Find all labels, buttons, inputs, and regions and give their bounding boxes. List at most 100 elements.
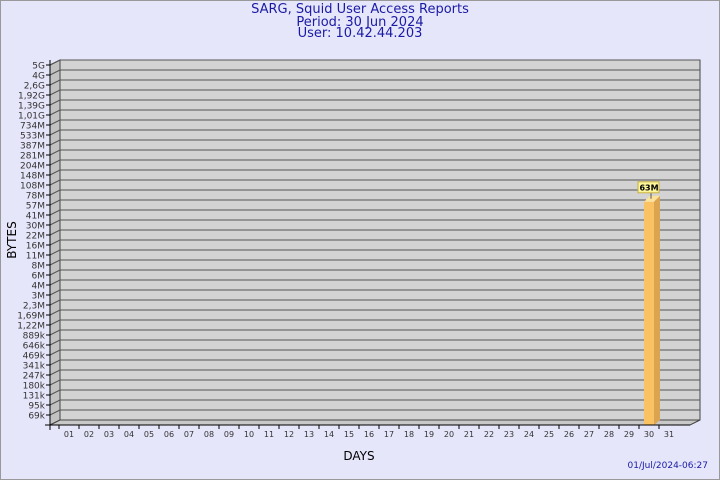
y-tick-label: 16M xyxy=(26,242,45,252)
y-tick-label: 5G xyxy=(32,62,45,72)
x-tick-label: 06 xyxy=(164,430,174,439)
y-tick-label: 281M xyxy=(20,152,45,162)
y-tick-label: 1,22M xyxy=(17,322,45,332)
bar-front xyxy=(644,201,654,425)
x-tick-label: 09 xyxy=(224,430,234,439)
y-tick-label: 469k xyxy=(23,352,46,362)
y-tick-diagonal xyxy=(49,229,61,236)
y-tick-diagonal xyxy=(49,209,61,216)
y-tick-diagonal xyxy=(49,279,61,286)
x-tick-label: 12 xyxy=(284,430,294,439)
y-tick-diagonal xyxy=(49,149,61,156)
y-tick-label: 204M xyxy=(20,162,45,172)
y-tick-diagonal xyxy=(49,329,61,336)
y-tick-diagonal xyxy=(49,69,61,76)
y-tick-diagonal xyxy=(49,259,61,266)
y-tick-label: 2,6G xyxy=(24,82,45,92)
y-tick-diagonal xyxy=(49,309,61,316)
x-tick-label: 02 xyxy=(84,430,94,439)
y-tick-diagonal xyxy=(49,339,61,346)
x-tick-label: 31 xyxy=(664,430,674,439)
x-tick-label: 22 xyxy=(484,430,494,439)
y-tick-diagonal xyxy=(49,59,61,66)
y-tick-diagonal xyxy=(49,109,61,116)
y-tick-label: 247k xyxy=(23,372,46,382)
x-tick-label: 30 xyxy=(644,430,654,439)
y-tick-diagonal xyxy=(49,409,61,416)
x-tick-label: 28 xyxy=(604,430,614,439)
x-tick-label: 03 xyxy=(104,430,114,439)
bar-side xyxy=(654,195,660,425)
x-tick-label: 29 xyxy=(624,430,634,439)
y-tick-label: 57M xyxy=(26,202,45,212)
y-tick-label: 4G xyxy=(32,72,45,82)
x-tick-label: 01 xyxy=(64,430,74,439)
y-axis-label: BYTES xyxy=(5,221,19,258)
x-tick-label: 14 xyxy=(324,430,334,439)
y-tick-label: 734M xyxy=(20,122,45,132)
x-tick-label: 24 xyxy=(524,430,534,439)
y-tick-label: 2,3M xyxy=(23,302,45,312)
y-tick-label: 30M xyxy=(26,222,45,232)
y-tick-label: 4M xyxy=(32,282,46,292)
y-tick-diagonal xyxy=(49,319,61,326)
x-tick-label: 26 xyxy=(564,430,574,439)
x-tick-label: 18 xyxy=(404,430,414,439)
y-tick-label: 889k xyxy=(23,332,46,342)
bar-value-label: 63M xyxy=(639,183,658,192)
x-tick-label: 10 xyxy=(244,430,254,439)
y-tick-label: 41M xyxy=(26,212,45,222)
chart-period: Period: 30 Jun 2024 xyxy=(296,15,424,30)
x-tick-label: 25 xyxy=(544,430,554,439)
y-tick-label: 533M xyxy=(20,132,45,142)
y-tick-label: 1,92G xyxy=(18,92,45,102)
x-tick-label: 16 xyxy=(364,430,374,439)
y-tick-label: 387M xyxy=(20,142,45,152)
y-tick-label: 6M xyxy=(32,272,46,282)
y-tick-label: 180k xyxy=(23,382,46,392)
y-tick-label: 8M xyxy=(32,262,46,272)
x-tick-label: 19 xyxy=(424,430,434,439)
y-tick-diagonal xyxy=(49,379,61,386)
y-tick-label: 69k xyxy=(28,412,45,422)
y-tick-diagonal xyxy=(49,269,61,276)
y-tick-label: 95k xyxy=(28,402,45,412)
y-tick-diagonal xyxy=(49,249,61,256)
bar-top xyxy=(644,195,660,202)
y-tick-diagonal xyxy=(49,189,61,196)
y-tick-diagonal xyxy=(49,399,61,406)
x-tick-label: 08 xyxy=(204,430,214,439)
y-tick-label: 78M xyxy=(26,192,45,202)
y-tick-label: 11M xyxy=(26,252,45,262)
y-tick-label: 22M xyxy=(26,232,45,242)
x-tick-label: 13 xyxy=(304,430,314,439)
y-tick-label: 1,01G xyxy=(18,112,45,122)
y-tick-label: 1,39G xyxy=(18,102,45,112)
x-tick-label: 20 xyxy=(444,430,454,439)
y-tick-diagonal xyxy=(49,349,61,356)
chart-user: User: 10.42.44.203 xyxy=(297,26,423,41)
y-tick-label: 148M xyxy=(20,172,45,182)
x-tick-label: 07 xyxy=(184,430,194,439)
x-tick-label: 15 xyxy=(344,430,354,439)
y-tick-diagonal xyxy=(49,129,61,136)
y-tick-diagonal xyxy=(49,169,61,176)
y-tick-label: 131k xyxy=(23,392,46,402)
x-tick-label: 23 xyxy=(504,430,514,439)
y-tick-diagonal xyxy=(49,239,61,246)
y-tick-diagonal xyxy=(49,299,61,306)
x-tick-label: 05 xyxy=(144,430,154,439)
x-tick-label: 21 xyxy=(464,430,474,439)
x-tick-label: 04 xyxy=(124,430,134,439)
y-tick-label: 108M xyxy=(20,182,45,192)
y-tick-diagonal xyxy=(49,179,61,186)
y-tick-diagonal xyxy=(49,119,61,126)
y-tick-diagonal xyxy=(49,359,61,366)
bar-label-box xyxy=(637,181,660,194)
y-tick-diagonal xyxy=(49,389,61,396)
x-tick-label: 17 xyxy=(384,430,394,439)
y-tick-diagonal xyxy=(49,139,61,146)
y-tick-label: 341k xyxy=(23,362,46,372)
chart-title: SARG, Squid User Access Reports xyxy=(251,2,469,17)
